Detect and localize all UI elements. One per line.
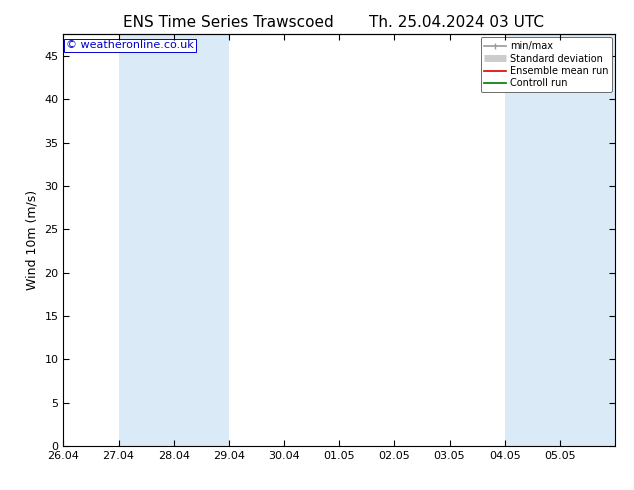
Y-axis label: Wind 10m (m/s): Wind 10m (m/s) bbox=[26, 190, 39, 290]
Bar bbox=[505, 34, 615, 446]
Text: Th. 25.04.2024 03 UTC: Th. 25.04.2024 03 UTC bbox=[369, 15, 544, 30]
Text: ENS Time Series Trawscoed: ENS Time Series Trawscoed bbox=[123, 15, 333, 30]
Bar bbox=[119, 34, 229, 446]
Legend: min/max, Standard deviation, Ensemble mean run, Controll run: min/max, Standard deviation, Ensemble me… bbox=[481, 37, 612, 92]
Text: © weatheronline.co.uk: © weatheronline.co.uk bbox=[66, 41, 194, 50]
